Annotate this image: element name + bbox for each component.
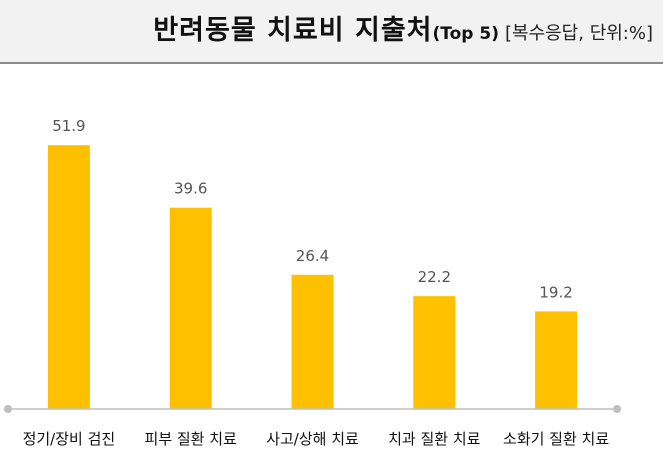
- data-label: 39.6: [174, 180, 207, 198]
- bar-chart: 51.9 정기/장비 검진 39.6 피부 질환 치료 26.4 사고/상해 치료 22.2…: [4, 117, 621, 448]
- category-label: 사고/상해 치료: [266, 430, 359, 448]
- chart-title-tag: (Top 5): [432, 24, 499, 44]
- axis-end-dot: [4, 405, 12, 413]
- data-label: 22.2: [418, 268, 451, 286]
- bar: [291, 274, 334, 409]
- chart-subtitle: [복수응답, 단위:%]: [504, 23, 653, 44]
- chart-title: 반려동물 치료비 지출처: [153, 15, 433, 46]
- bar: [535, 311, 578, 409]
- data-label: 51.9: [52, 117, 85, 135]
- category-label: 정기/장비 검진: [23, 430, 116, 448]
- chart-header: 반려동물 치료비 지출처(Top 5) [복수응답, 단위:%]: [0, 0, 663, 64]
- axis-end-dot: [613, 405, 621, 413]
- bar: [47, 145, 90, 410]
- category-label: 치과 질환 치료: [388, 430, 481, 448]
- bar: [169, 207, 212, 409]
- data-label: 26.4: [296, 247, 329, 265]
- category-label: 소화기 질환 치료: [503, 430, 609, 448]
- category-label: 피부 질환 치료: [145, 430, 238, 448]
- title-block: 반려동물 치료비 지출처(Top 5) [복수응답, 단위:%]: [153, 14, 653, 51]
- bar: [413, 296, 456, 409]
- data-label: 19.2: [539, 283, 572, 301]
